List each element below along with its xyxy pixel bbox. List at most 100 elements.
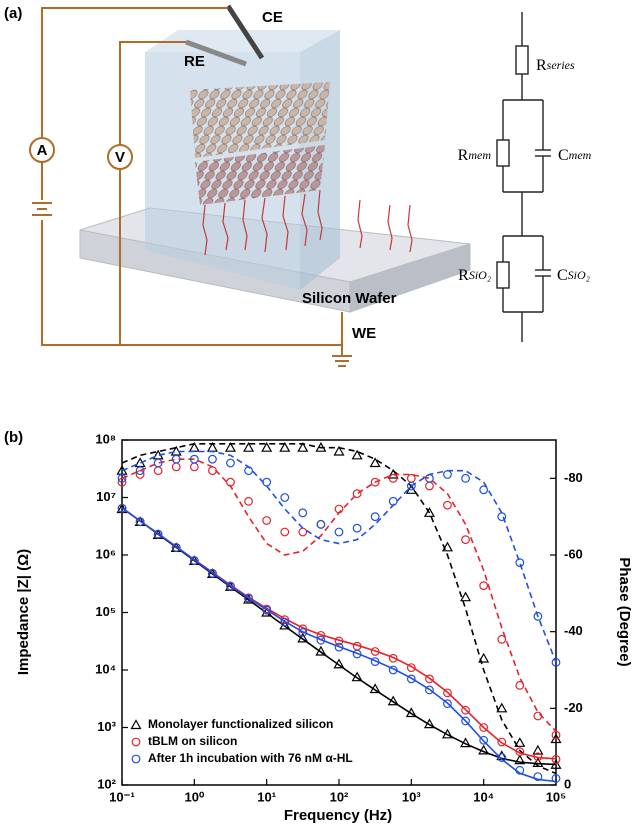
- marker: [479, 735, 489, 745]
- marker: [298, 508, 308, 518]
- marker: [243, 441, 255, 452]
- subscript: SiO₂: [568, 268, 590, 282]
- marker: [551, 774, 561, 783]
- marker: [226, 477, 235, 487]
- y-tick-label: 10⁶: [96, 546, 116, 561]
- marker: [514, 754, 526, 765]
- marker: [130, 719, 142, 730]
- marker: [496, 702, 508, 713]
- re-label: RE: [184, 53, 205, 70]
- marker: [280, 493, 290, 502]
- marker: [461, 705, 470, 715]
- symbol: C: [557, 267, 568, 284]
- marker: [443, 699, 452, 709]
- marker: [406, 674, 416, 684]
- symbol: R: [536, 57, 547, 74]
- legend-entry: Monolayer functionalized silicon: [130, 717, 333, 731]
- marker: [479, 723, 489, 732]
- marker: [135, 470, 145, 479]
- y-tick-label: 10⁸: [95, 431, 116, 446]
- marker: [280, 617, 290, 627]
- marker: [352, 523, 362, 533]
- y-tick-label: 10⁵: [95, 604, 116, 619]
- marker: [189, 462, 199, 472]
- wafer-side: [349, 243, 471, 313]
- marker: [208, 454, 217, 464]
- marker: [171, 462, 181, 472]
- marker: [551, 657, 561, 667]
- marker: [388, 496, 398, 506]
- subscript: mem: [569, 148, 592, 162]
- marker: [334, 527, 344, 537]
- membrane-bottom: [195, 145, 325, 205]
- y2-tick-label: -40: [564, 623, 583, 638]
- marker: [153, 458, 163, 468]
- x-axis-title: Frequency (Hz): [284, 807, 392, 824]
- marker: [514, 737, 526, 747]
- marker: [443, 500, 452, 510]
- r-mem-label: Rmem: [458, 147, 492, 164]
- reference-electrode: [185, 39, 247, 67]
- marker: [297, 441, 309, 452]
- marker: [388, 653, 398, 663]
- marker: [262, 605, 272, 615]
- membrane-top: [190, 82, 330, 158]
- x-tick-label: 10⁰: [184, 789, 204, 804]
- marker: [334, 642, 344, 652]
- y-axis-title: Impedance |Z| (Ω): [15, 549, 32, 675]
- ammeter: [29, 137, 55, 163]
- symbol: R: [458, 147, 469, 164]
- marker: [208, 568, 217, 578]
- marker: [131, 737, 141, 747]
- marker: [131, 754, 141, 764]
- counter-electrode: [225, 4, 265, 60]
- marker: [351, 449, 363, 460]
- marker: [497, 634, 507, 644]
- voltmeter: [107, 144, 133, 170]
- fit-dashed-line: [121, 458, 557, 732]
- marker: [226, 458, 235, 468]
- symbol: C: [558, 147, 569, 164]
- marker: [298, 527, 308, 537]
- marker: [515, 680, 525, 690]
- marker: [244, 594, 253, 603]
- marker: [171, 454, 181, 464]
- marker: [370, 477, 380, 487]
- marker: [461, 535, 470, 545]
- c-mem-label: Cmem: [558, 147, 592, 164]
- legend-label: After 1h incubation with 76 nM α-HL: [148, 751, 353, 765]
- marker: [425, 674, 434, 684]
- marker: [189, 556, 199, 565]
- y2-tick-label: -80: [564, 470, 583, 485]
- ce-label: CE: [262, 9, 283, 26]
- marker: [334, 504, 344, 514]
- marker: [261, 441, 273, 452]
- subscript: SiO₂: [469, 268, 491, 282]
- marker: [135, 517, 145, 527]
- marker: [443, 688, 452, 698]
- legend-label: Monolayer functionalized silicon: [148, 717, 333, 731]
- marker: [352, 489, 362, 499]
- marker: [117, 477, 127, 487]
- marker: [425, 481, 434, 491]
- marker: [117, 473, 127, 483]
- symbol: R: [458, 267, 469, 284]
- y-tick-label: 10²: [97, 776, 116, 791]
- marker: [423, 507, 435, 517]
- circuit: [496, 12, 551, 342]
- x-tick-label: 10¹: [257, 789, 276, 804]
- marker: [135, 466, 145, 476]
- marker: [461, 473, 470, 483]
- y-tick-label: 10³: [97, 719, 116, 734]
- y-tick-label: 10⁷: [96, 489, 116, 504]
- marker: [298, 628, 308, 637]
- marker: [441, 541, 454, 552]
- legend-label: tBLM on silicon: [148, 734, 237, 748]
- y2-tick-label: 0: [564, 776, 571, 791]
- marker: [532, 744, 544, 755]
- ground: [332, 355, 352, 367]
- wire: [119, 41, 186, 345]
- marker: [333, 445, 345, 456]
- subscript: mem: [468, 148, 491, 162]
